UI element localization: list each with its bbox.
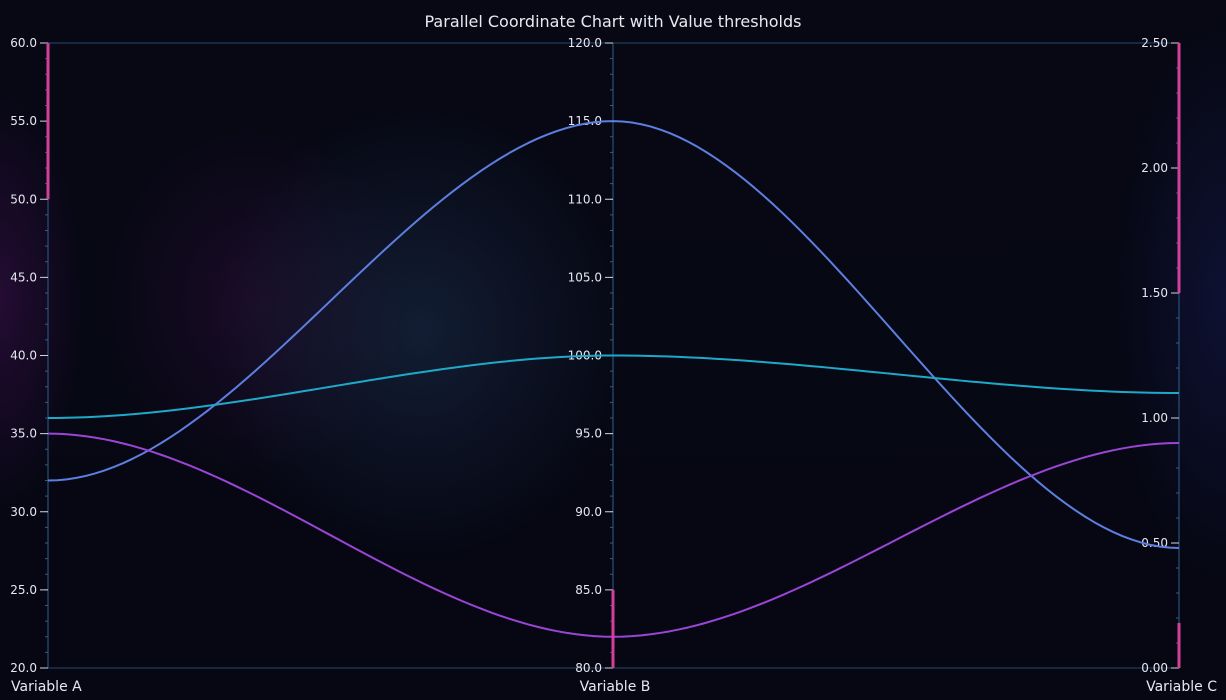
tick-label: 50.0	[10, 192, 37, 206]
tick-label: 0.00	[1141, 661, 1168, 675]
threshold-layer	[46, 43, 1181, 668]
tick-label: 95.0	[575, 427, 602, 441]
axis-title-2: Variable B	[580, 679, 651, 695]
tick-label: 40.0	[10, 349, 37, 363]
tick-label: 80.0	[575, 661, 602, 675]
axis-title-3: Variable C	[1146, 679, 1217, 695]
threshold-bar	[1177, 623, 1181, 668]
threshold-bar	[1177, 43, 1181, 293]
tick-label: 55.0	[10, 114, 37, 128]
series-line-2	[47, 354, 1180, 419]
tick-label: 110.0	[568, 192, 602, 206]
tick-label: 35.0	[10, 427, 37, 441]
tick-label: 120.0	[568, 36, 602, 50]
series-line-1	[47, 120, 1180, 549]
tick-label: 1.50	[1141, 286, 1168, 300]
tick-label: 60.0	[10, 36, 37, 50]
threshold-bar	[46, 43, 50, 200]
axis-title-1: Variable A	[11, 679, 82, 695]
tick-label: 105.0	[568, 270, 602, 284]
tick-label: 1.00	[1141, 411, 1168, 425]
tick-label: 85.0	[575, 583, 602, 597]
tick-label: 25.0	[10, 583, 37, 597]
tick-label: 30.0	[10, 505, 37, 519]
tick-label: 2.50	[1141, 36, 1168, 50]
tick-label: 90.0	[575, 505, 602, 519]
tick-label: 45.0	[10, 270, 37, 284]
tick-label: 20.0	[10, 661, 37, 675]
tick-label: 2.00	[1141, 161, 1168, 175]
chart-title: Parallel Coordinate Chart with Value thr…	[425, 12, 802, 31]
threshold-bar	[611, 589, 615, 668]
axes-layer: 20.0 25.0 30.0 35.0 40.0 45.0 50.0 55.0 60.0 Vari…	[10, 36, 1217, 695]
